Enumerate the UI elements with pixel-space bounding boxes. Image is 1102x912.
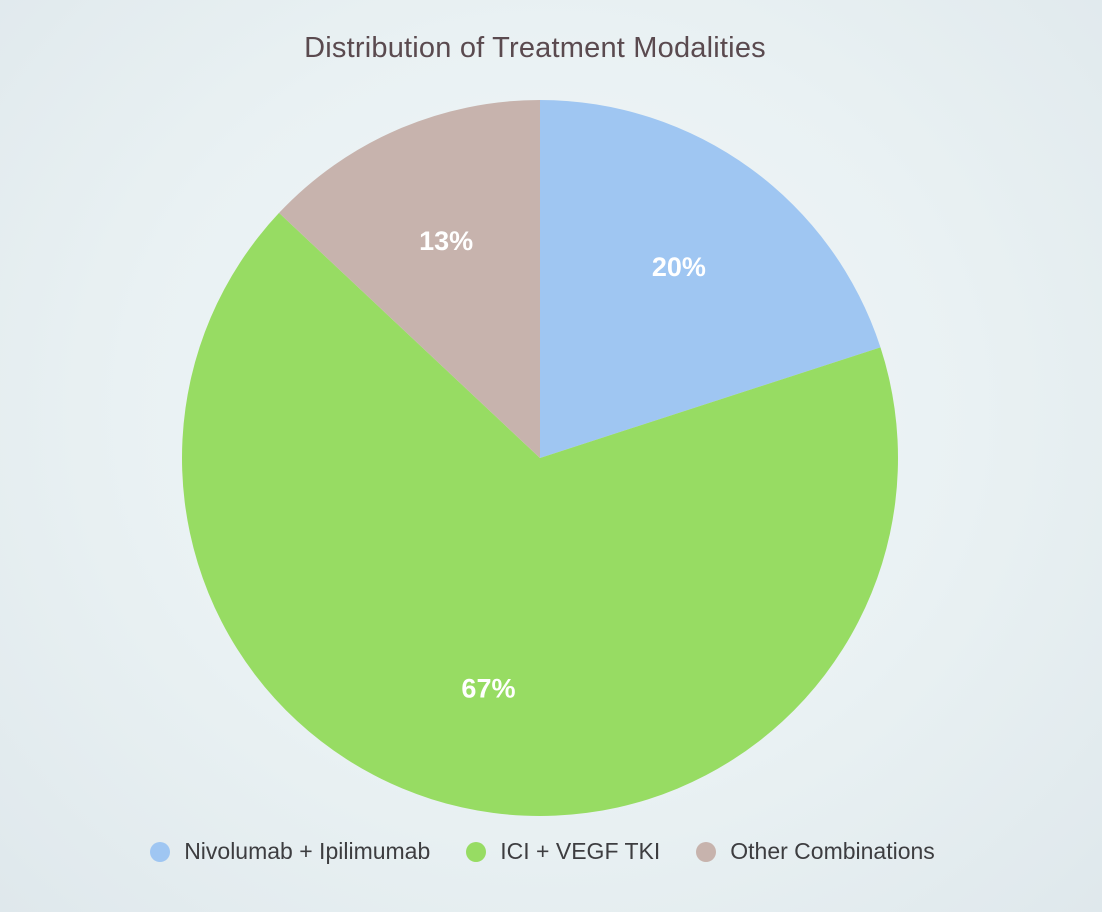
- legend-swatch-ici-vegf-tki: [466, 841, 487, 862]
- legend-item-other-combinations[interactable]: Other Combinations: [696, 838, 935, 865]
- legend-label: Nivolumab + Ipilimumab: [184, 838, 431, 864]
- legend-swatch-other-combinations: [696, 841, 717, 862]
- legend-item-ici-vegf-tki[interactable]: ICI + VEGF TKI: [466, 838, 660, 865]
- legend-label: ICI + VEGF TKI: [500, 838, 661, 864]
- legend-label: Other Combinations: [730, 838, 935, 864]
- slice-ici-vegf-tki[interactable]: [181, 212, 899, 817]
- legend-swatch-nivolumab-ipilimumab: [150, 841, 171, 862]
- legend-item-nivolumab-ipilimumab[interactable]: Nivolumab + Ipilimumab: [150, 838, 430, 865]
- chart-title: Distribution of Treatment Modalities: [304, 32, 766, 64]
- slice-value-label: 13%: [419, 226, 473, 256]
- slice-other-combinations[interactable]: [279, 100, 540, 458]
- slice-value-label: 67%: [461, 674, 515, 704]
- slice-value-label: 20%: [652, 252, 706, 282]
- slice-nivolumab-ipilimumab[interactable]: [540, 100, 881, 458]
- chart-legend: Nivolumab + Ipilimumab ICI + VEGF TKI Ot…: [0, 838, 1085, 865]
